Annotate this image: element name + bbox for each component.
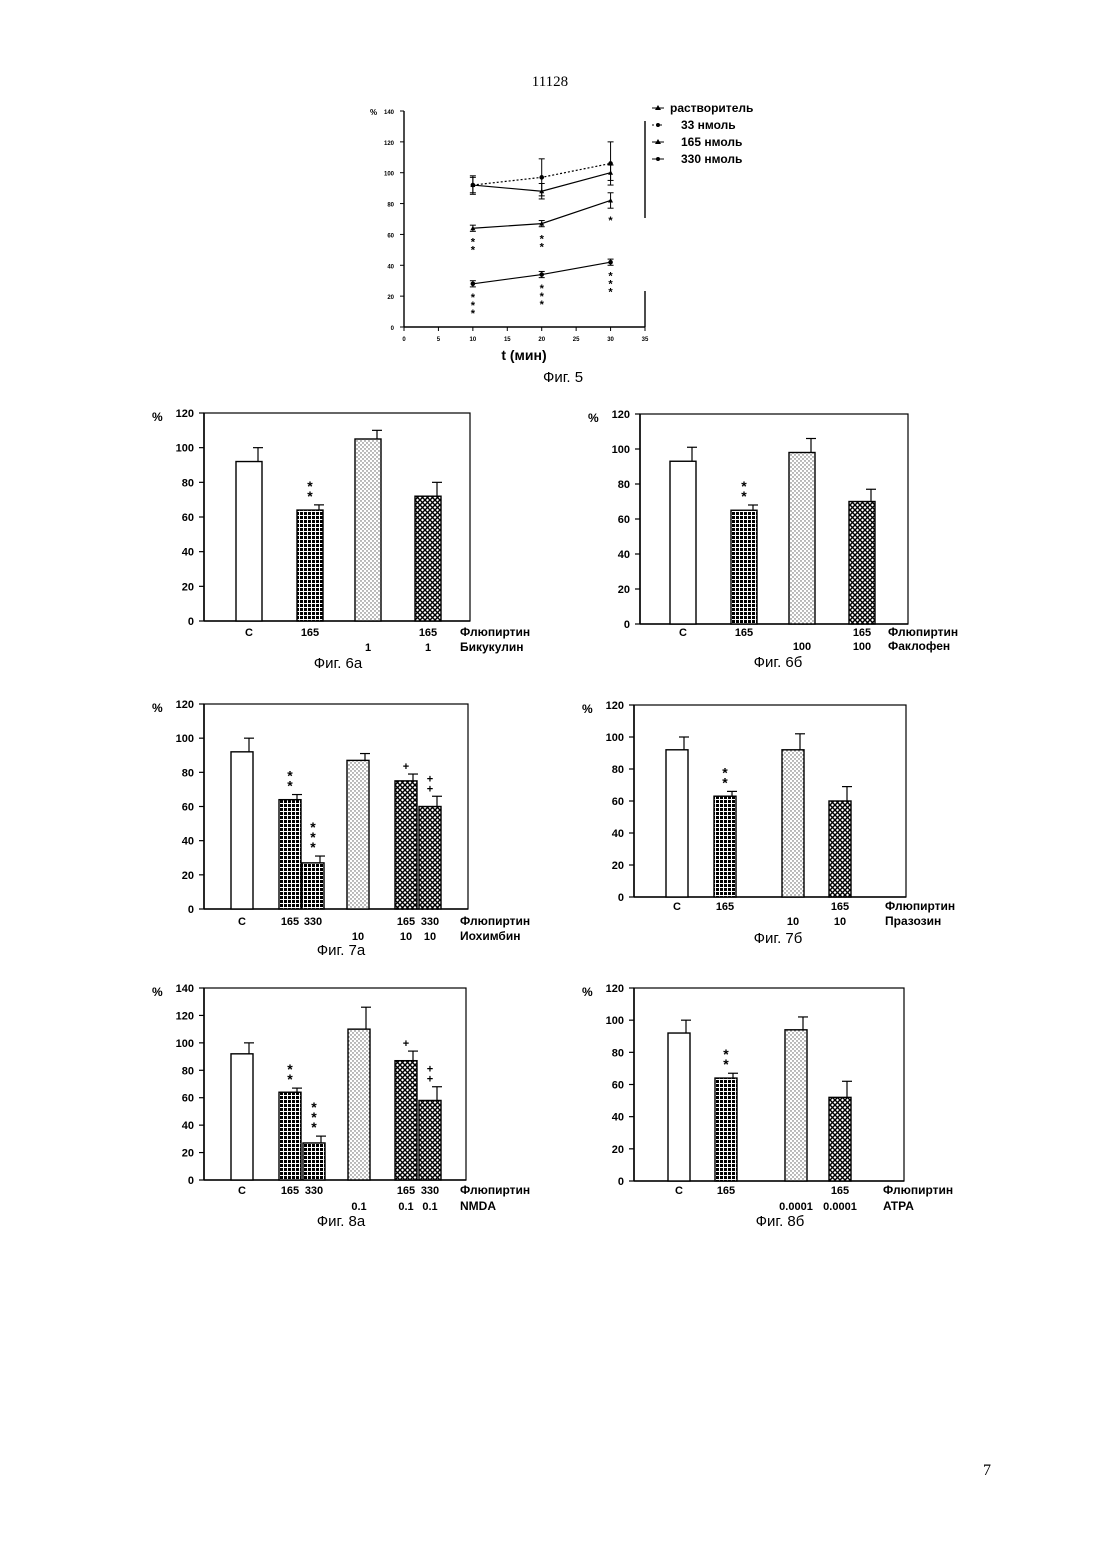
significance-mark: * — [723, 1046, 729, 1062]
row-label-agent: ATPA — [883, 1199, 914, 1213]
page-number-bottom: 7 — [983, 1462, 991, 1480]
bar — [829, 1097, 851, 1181]
significance-stack: ** — [723, 1046, 729, 1072]
y-tick-label: 40 — [612, 1112, 624, 1124]
y-tick-label: 0 — [618, 1176, 624, 1188]
x-category-label-row2: 0.0001 — [779, 1201, 813, 1213]
y-tick-label: 20 — [612, 1144, 624, 1156]
y-tick-label: 60 — [612, 1080, 624, 1092]
x-category-label-row1: С — [675, 1185, 683, 1197]
bar — [785, 1030, 807, 1181]
x-category-label-row1: 165 — [831, 1185, 849, 1197]
row-label-drug: Флюпиртин — [883, 1183, 953, 1197]
figure-caption: Фиг. 8б — [756, 1213, 805, 1230]
x-category-label-row1: 165 — [717, 1185, 735, 1197]
x-category-label-row2: 0.0001 — [823, 1201, 857, 1213]
y-tick-label: 80 — [612, 1047, 624, 1059]
y-tick-label: 100 — [606, 1015, 624, 1027]
bar — [668, 1033, 690, 1181]
y-tick-label: 120 — [606, 983, 624, 995]
y-axis-label: % — [582, 985, 593, 999]
bar — [715, 1078, 737, 1181]
